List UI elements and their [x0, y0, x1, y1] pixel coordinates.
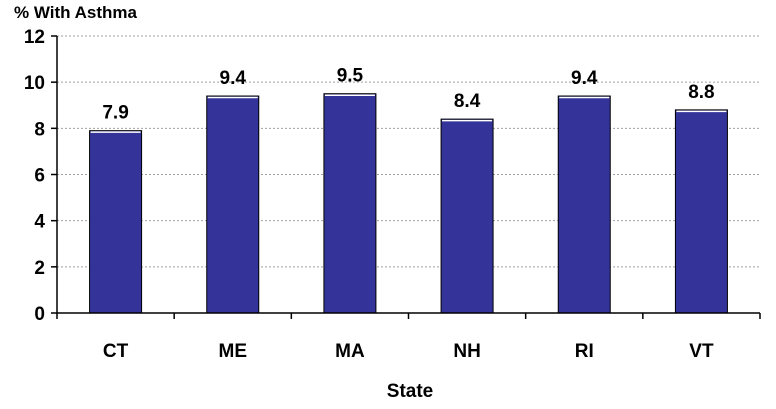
y-tick-label: 2 — [34, 258, 45, 279]
data-label-ct: 7.9 — [102, 103, 128, 124]
x-category-label-me: ME — [219, 341, 248, 362]
data-label-me: 9.4 — [220, 68, 247, 89]
y-tick-label: 6 — [34, 166, 45, 187]
y-tick-label: 10 — [24, 73, 45, 94]
data-label-ri: 9.4 — [571, 68, 598, 89]
y-axis-title: % With Asthma — [14, 3, 137, 22]
x-axis-title: State — [387, 381, 433, 402]
bar-vt — [674, 109, 728, 314]
y-tick-label: 4 — [34, 212, 45, 233]
x-category-label-ma: MA — [335, 341, 365, 362]
x-category-label-ct: CT — [103, 341, 129, 362]
x-category-label-nh: NH — [453, 341, 480, 362]
gridlines — [57, 35, 760, 268]
axes — [51, 35, 761, 319]
x-category-label-ri: RI — [575, 341, 594, 362]
bar-nh — [440, 118, 494, 314]
data-label-nh: 8.4 — [454, 91, 481, 112]
x-category-label-vt: VT — [689, 341, 714, 362]
bar-ri — [557, 95, 611, 314]
y-tick-label: 12 — [24, 27, 45, 48]
y-tick-label: 0 — [34, 304, 45, 325]
labels: 0 2 4 6 8 10 12 7.9 CT 9.4 ME 9.5 MA 8.4 NH 9.4 RI 8.8 VT — [24, 27, 715, 362]
data-label-vt: 8.8 — [688, 82, 714, 103]
data-label-ma: 9.5 — [337, 66, 364, 87]
bar-ct — [89, 130, 143, 314]
bar-ma — [323, 93, 377, 314]
bars — [89, 93, 728, 314]
y-tick-label: 8 — [34, 119, 45, 140]
bar-me — [206, 95, 260, 314]
